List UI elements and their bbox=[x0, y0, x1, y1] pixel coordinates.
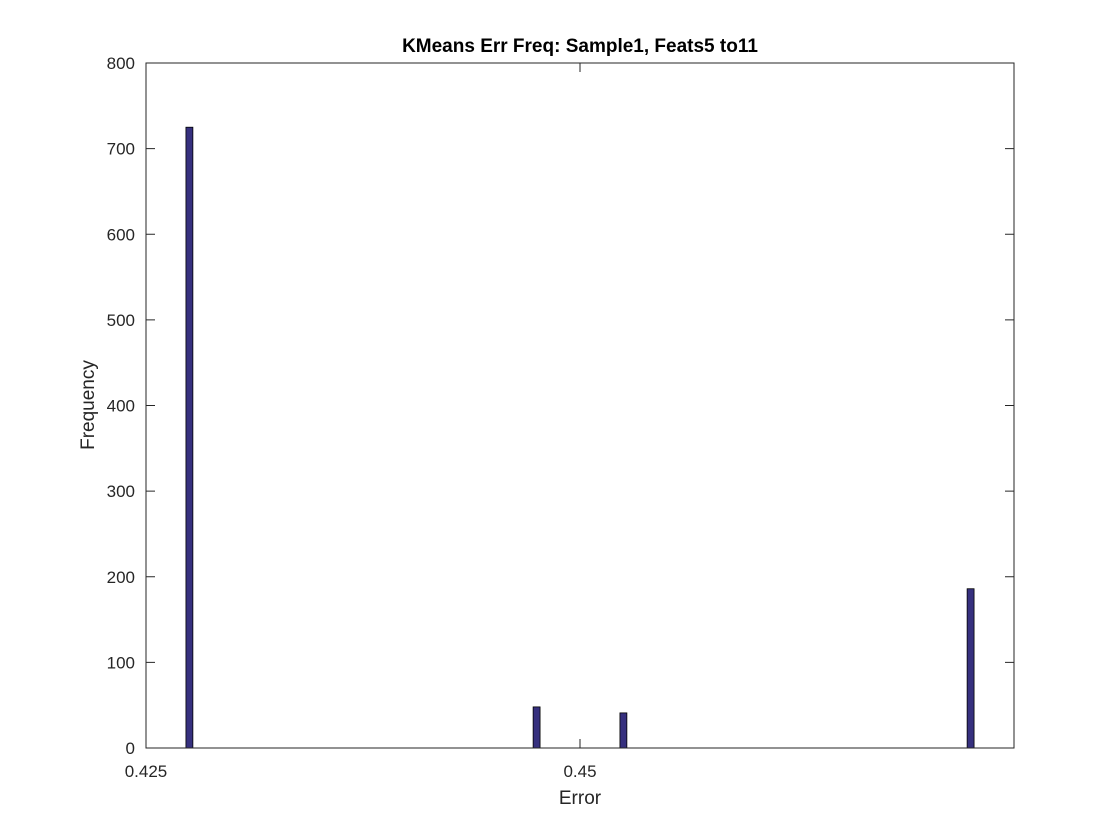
y-tick-label-400: 400 bbox=[107, 397, 135, 416]
y-tick-label-600: 600 bbox=[107, 225, 135, 244]
y-axis-label: Frequency bbox=[78, 360, 99, 450]
histogram-bar-2 bbox=[532, 706, 541, 749]
x-tick-label-2: 0.45 bbox=[563, 762, 596, 781]
x-axis-label: Error bbox=[559, 788, 602, 809]
y-tick-label-100: 100 bbox=[107, 653, 135, 672]
y-tick-label-200: 200 bbox=[107, 568, 135, 587]
histogram-bar-4 bbox=[966, 588, 975, 749]
chart-title: KMeans Err Freq: Sample1, Feats5 to11 bbox=[402, 36, 758, 57]
x-tick-label-1: 0.425 bbox=[125, 762, 168, 781]
y-tick-label-0: 0 bbox=[126, 739, 135, 758]
y-tick-label-800: 800 bbox=[107, 54, 135, 73]
histogram-bar-3 bbox=[619, 712, 628, 749]
bars-group bbox=[185, 126, 975, 749]
y-tick-label-300: 300 bbox=[107, 482, 135, 501]
histogram-bar-1 bbox=[185, 126, 194, 749]
y-tick-label-500: 500 bbox=[107, 311, 135, 330]
plot-area bbox=[146, 63, 1014, 748]
axes-box bbox=[145, 62, 1015, 749]
y-tick-label-700: 700 bbox=[107, 140, 135, 159]
ticks-group: 0 100 200 300 400 500 600 700 800 0.425 0.45 bbox=[107, 54, 1014, 781]
